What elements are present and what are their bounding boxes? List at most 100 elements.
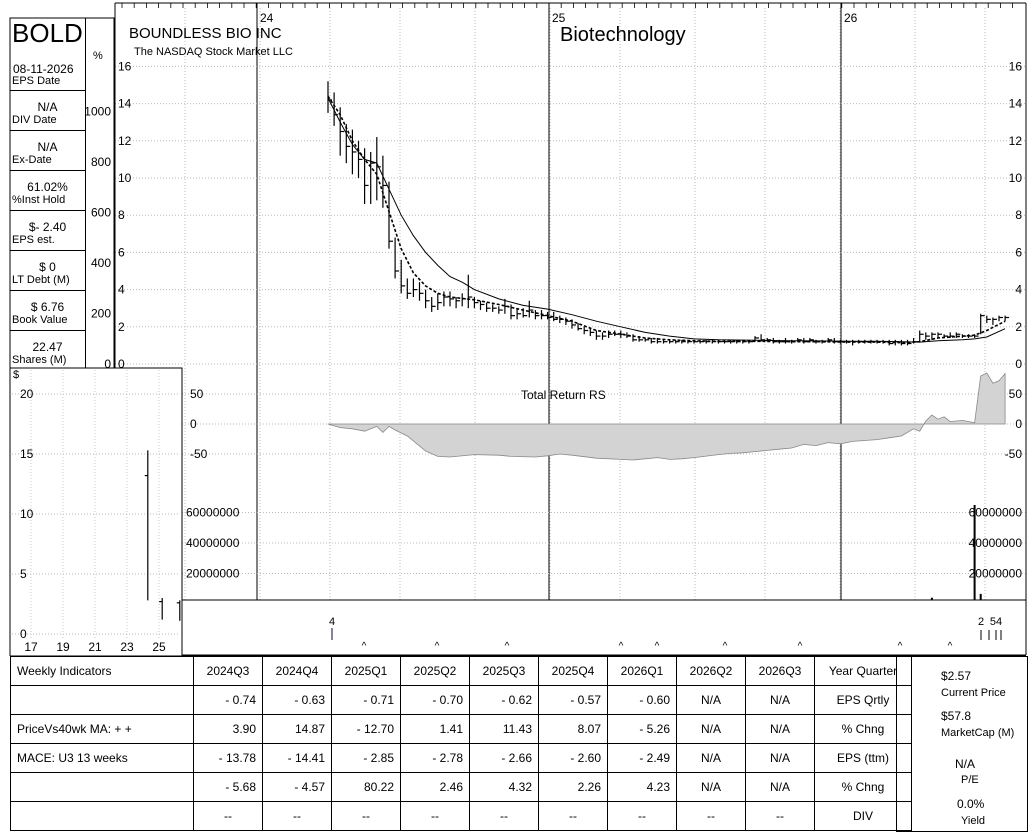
sidebar-stat-label: Ex-Date [12,154,52,166]
pe-value: N/A [955,757,976,771]
event-number: 2 [978,616,984,628]
table-cell: - 2.60 [538,743,608,773]
current-price: $2.57 [941,669,972,683]
x-tick-label: 26 [844,11,858,25]
y-tick-label-right: 14 [1009,97,1023,111]
table-cell: 2.46 [400,772,470,802]
sidebar-stat-label: %Inst Hold [12,194,66,206]
table-cell: N/A [676,685,746,715]
rs-tick-label-left: 50 [190,387,204,401]
volume-tick-label-left: 20000000 [186,567,240,581]
y-tick-label-right: 2 [1015,320,1022,334]
table-cell: - 14.41 [262,743,332,773]
rs-title: Total Return RS [521,388,606,402]
event-marker: ^ [655,641,660,652]
pct-tick-label: 200 [91,307,111,321]
table-header-cell: Year Quarter [814,656,912,686]
rs-tick-label-left: 0 [190,417,197,431]
history-y-tick-label: 5 [20,567,27,581]
table-cell: 1.41 [400,714,470,744]
table-row: - 5.68- 4.57 80.22 2.46 4.32 2.26 4.23 N/A N/A%… [10,772,912,802]
sidebar-stat-value: N/A [37,100,58,114]
pct-tick-label: 800 [91,155,111,169]
fundamentals-table: Weekly Indicators 2024Q3 2024Q4 2025Q1 2025Q… [10,656,912,831]
y-tick-label-right: 4 [1015,283,1022,297]
table-cell: - 0.71 [331,685,401,715]
history-frame [9,367,183,656]
market-cap: $57.8 [941,709,972,723]
table-header-cell: 2026Q1 [607,656,677,686]
split-marker: 4 [329,616,335,628]
sidebar-stat-value: 22.47 [32,340,63,354]
table-row: - 0.74- 0.63- 0.71- 0.70- 0.62- 0.57- 0.… [10,685,912,715]
volume-tick-label-right: 60000000 [969,506,1023,520]
table-cell: -- [469,801,539,831]
y-tick-label-right: 10 [1009,171,1023,185]
sidebar-stat: $ 0 LT Debt (M) [10,256,85,296]
sidebar-divider [10,90,85,91]
y-tick-label-left: 2 [118,320,125,334]
history-y-tick-label: 10 [20,507,34,521]
table-cell: -- [745,801,815,831]
history-x-tick-label: 17 [24,640,38,654]
history-y-tick-label: 20 [20,387,34,401]
percent-axis-label: % [93,50,103,62]
table-row: PriceVs40wk MA: + +3.90 14.87- 12.70 1.41 1… [10,714,912,744]
pe-label: P/E [961,774,979,786]
sidebar-divider [10,250,85,251]
y-tick-label-right: 12 [1009,134,1023,148]
y-tick-label-left: 6 [118,245,125,259]
sidebar-divider [10,290,85,291]
table-row-label [10,801,194,831]
table-row-label: MACE: U3 13 weeks [10,743,194,773]
table-cell: - 4.57 [262,772,332,802]
volume-tick-label-right: 40000000 [969,536,1023,550]
y-tick-label-left: 16 [118,59,132,73]
sidebar-divider [10,330,85,331]
sidebar-stat-label: DIV Date [12,114,57,126]
table-cell: - 2.78 [400,743,470,773]
history-x-tick-label: 25 [152,640,166,654]
summary-box: $2.57 Current Price $57.8 MarketCap (M) … [896,656,1028,832]
sidebar-stat-label: Shares (M) [12,354,67,366]
table-cell: - 0.74 [193,685,263,715]
history-x-tick-label: 23 [120,640,134,654]
y-tick-label-right: 16 [1009,59,1023,73]
table-header-cell: 2025Q4 [538,656,608,686]
y-tick-label-left: 14 [118,97,132,111]
pct-tick-label: 1000 [84,105,111,119]
sidebar-divider [10,130,85,131]
volume-tick-label-left: 60000000 [186,506,240,520]
table-cell: -- [400,801,470,831]
table-header-row: Weekly Indicators 2024Q3 2024Q4 2025Q1 2025Q… [10,656,912,686]
sidebar-stat: 61.02% %Inst Hold [10,176,85,216]
table-header-cell: 2024Q4 [262,656,332,686]
sidebar-stat: N/A Ex-Date [10,136,85,176]
history-y-tick-label: 15 [20,447,34,461]
yield-value: 0.0% [957,797,985,811]
pct-tick-label: 0 [104,357,111,371]
table-cell: - 0.57 [538,685,608,715]
rs-tick-label-right: -50 [1005,447,1023,461]
table-cell: 11.43 [469,714,539,744]
sidebar-stat: N/A DIV Date [10,96,85,136]
rs-tick-label-right: 50 [1009,387,1023,401]
y-tick-label-left: 0 [118,357,125,371]
rs-area [327,372,1006,461]
y-tick-label-left: 8 [118,208,125,222]
moving-average-fast [327,95,1006,344]
y-tick-label-left: 10 [118,171,132,185]
table-cell: -- [607,801,677,831]
sidebar-stat-label: Book Value [12,314,68,326]
table-cell: - 5.68 [193,772,263,802]
sidebar-stat-label: EPS Date [12,75,61,87]
volume-tick-label-right: 20000000 [969,567,1023,581]
sidebar-stat: 08-11-2026 EPS Date [10,56,85,96]
volume-tick-label-left: 40000000 [186,536,240,550]
company-name: BOUNDLESS BIO INC [129,25,282,42]
event-number: 54 [990,616,1002,628]
grid [12,3,1026,640]
event-marker: ^ [505,641,510,652]
table-header-cell: 2026Q3 [745,656,815,686]
